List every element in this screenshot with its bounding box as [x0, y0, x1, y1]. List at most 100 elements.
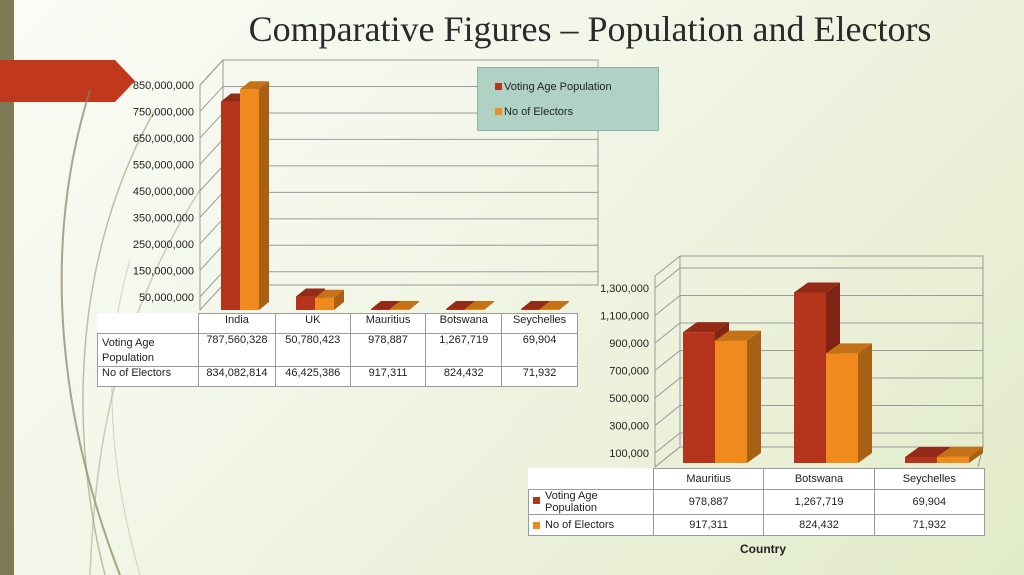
bar-seychelles-series1-front: [521, 309, 540, 310]
bar2-botswana-series2: [826, 343, 872, 463]
y-tick-label: 250,000,000: [133, 239, 194, 251]
table-corner: [529, 469, 654, 490]
table-cell: 1,267,719: [763, 489, 875, 515]
bar2-seychelles-series2-side: [969, 446, 983, 463]
bar2-botswana-series2-side: [858, 343, 872, 463]
table-cell: 46,425,386: [274, 366, 351, 387]
table-cell: 978,887: [652, 489, 765, 515]
bar2-mauritius-series1-top: [683, 322, 729, 333]
table-header: Botswana: [763, 468, 875, 490]
y-tick-label: 100,000: [609, 448, 649, 460]
bar-botswana-series2-top: [465, 301, 494, 309]
y-tick-label: 50,000,000: [139, 292, 194, 304]
y-tick-label: 1,300,000: [600, 283, 649, 295]
table-cell: 824,432: [425, 366, 503, 387]
table-row-label: Voting Age Population: [97, 333, 199, 367]
legend-swatch-voting-age: [495, 83, 502, 90]
slide-title: Comparative Figures – Population and Ele…: [248, 9, 932, 49]
table-row-label: No of Electors: [97, 366, 199, 387]
bar-seychelles-series2-front: [540, 309, 559, 310]
table-cell: 50,780,423: [274, 333, 351, 367]
bar-uk-series1-front: [296, 296, 315, 310]
table-row-label: No of Electors: [528, 514, 654, 536]
row-swatch-voting-age: [533, 497, 540, 504]
table-header: Seychelles: [873, 468, 986, 490]
table-header: Seychelles: [501, 313, 578, 334]
y-tick-label: 650,000,000: [133, 133, 194, 145]
legend-item-voting-age: Voting Age Population: [495, 80, 612, 94]
table-cell: 834,082,814: [197, 366, 276, 387]
bar-mauritius-series2: [390, 301, 419, 310]
row-label-text: No of Electors: [545, 519, 615, 531]
bar2-botswana-series2-front: [826, 353, 858, 463]
bar-mauritius-series2-front: [390, 309, 409, 310]
legend-swatch-electors: [495, 108, 502, 115]
bar-india-series2: [240, 81, 269, 310]
y-tick-label: 550,000,000: [133, 159, 194, 171]
gridline: [654, 295, 983, 316]
bar2-mauritius-series2: [715, 330, 761, 463]
gridline: [654, 432, 983, 454]
x-axis-title: Country: [740, 542, 786, 556]
sidebar-accent-bar: [0, 0, 14, 575]
bar-botswana-series2: [465, 301, 494, 310]
bar2-seychelles-series1-front: [905, 457, 937, 463]
table-cell: 69,904: [501, 333, 578, 367]
table-cell: 978,887: [349, 333, 427, 367]
table-cell: 824,432: [763, 514, 875, 536]
gridline: [654, 267, 983, 289]
y-tick-label: 1,100,000: [600, 311, 649, 323]
y-tick-label: 500,000: [609, 393, 649, 405]
bar-seychelles-series2: [540, 301, 569, 310]
y-tick-label: 850,000,000: [133, 80, 194, 92]
table-cell: 69,904: [873, 489, 986, 515]
gridline: [654, 405, 983, 426]
bar2-seychelles-series2-front: [937, 456, 969, 463]
bar2-mauritius-series1-front: [683, 332, 715, 463]
y-tick-label: 300,000: [609, 421, 649, 433]
bar2-seychelles-series2: [937, 446, 983, 463]
legend-item-electors: No of Electors: [495, 105, 574, 119]
gridline: [654, 350, 983, 371]
ribbon-arrow: [0, 60, 135, 102]
table-cell: 71,932: [501, 366, 578, 387]
bar-seychelles-series2-side: [559, 301, 569, 310]
bar2-seychelles-series2-top: [937, 446, 983, 457]
side-wall: [654, 254, 681, 469]
gridline: [654, 377, 983, 399]
bar2-seychelles-series1-top: [905, 447, 951, 457]
bar-seychelles-series1-top: [521, 301, 550, 309]
y-tick-label: 450,000,000: [133, 186, 194, 198]
bar-botswana-series2-side: [484, 301, 494, 310]
table-header: Mauritius: [652, 468, 765, 490]
table-cell: 917,311: [349, 366, 427, 387]
bar2-mauritius-series2-top: [715, 330, 761, 341]
bar2-botswana-series1-top: [794, 282, 840, 293]
y-tick-label: 150,000,000: [133, 265, 194, 277]
bar-uk-series2-side: [334, 289, 344, 310]
table-cell: 917,311: [652, 514, 765, 536]
bar-mauritius-series2-top: [390, 301, 419, 309]
table-header: Mauritius: [349, 313, 427, 334]
row-swatch-electors: [533, 522, 540, 529]
table-cell: 1,267,719: [425, 333, 503, 367]
y-tick-label: 900,000: [609, 338, 649, 350]
bar-mauritius-series1-top: [371, 301, 400, 309]
bar-uk-series2: [315, 289, 344, 310]
y-tick-label: 750,000,000: [133, 106, 194, 118]
bar-uk-series1-top: [296, 288, 325, 297]
table-header: India: [197, 313, 276, 334]
bar-botswana-series2-front: [465, 309, 484, 310]
table-header: UK: [274, 313, 351, 334]
bar-mauritius-series1-front: [371, 309, 390, 310]
row-label-text: Voting Age Population: [545, 490, 598, 514]
bar2-botswana-series1-front: [794, 292, 826, 463]
table-cell: 71,932: [873, 514, 986, 536]
bar2-mauritius-series2-front: [715, 340, 747, 463]
legend-label-electors: No of Electors: [504, 106, 574, 118]
bar-mauritius-series2-side: [409, 301, 419, 310]
gridline: [199, 85, 598, 112]
